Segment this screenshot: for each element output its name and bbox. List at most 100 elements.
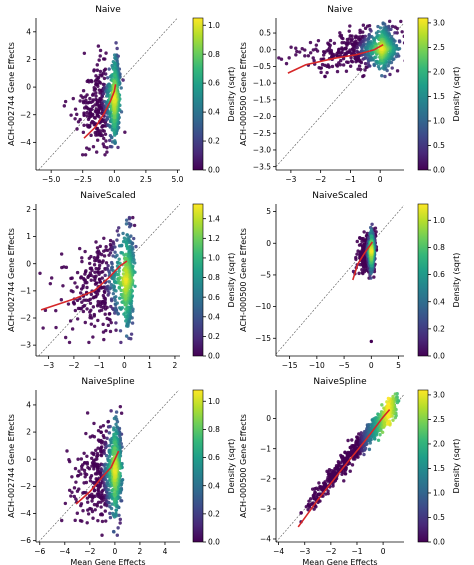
scatter-point	[113, 446, 117, 450]
scatter-point	[366, 61, 370, 65]
scatter-point	[330, 468, 334, 473]
colorbar-tick-label: 0.6	[208, 79, 220, 88]
scatter-point	[79, 472, 83, 476]
colorbar-tick-label: 1.4	[208, 214, 220, 223]
scatter-point	[118, 261, 122, 266]
scatter-point	[97, 259, 102, 263]
scatter-point	[114, 508, 118, 512]
scatter-point	[69, 113, 73, 117]
scatter-point	[316, 38, 321, 43]
scatter-point	[98, 244, 102, 249]
scatter-point	[317, 481, 321, 485]
scatter-point	[127, 224, 132, 229]
y-tick-label: −6	[20, 536, 31, 545]
scatter-point	[370, 222, 374, 226]
scatter-point	[339, 51, 343, 55]
scatter-point	[107, 501, 111, 505]
scatter-point	[386, 421, 390, 425]
scatter-point	[93, 463, 97, 468]
scatter-point	[303, 54, 307, 58]
scatter-point	[356, 435, 360, 440]
colorbar-tick-label: 0.2	[208, 332, 220, 341]
scatter-point	[358, 452, 362, 456]
y-axis-label: ACH-000500 Gene Effects	[239, 414, 248, 518]
scatter-point	[79, 94, 83, 98]
scatter-point	[327, 46, 332, 50]
scatter-point	[70, 490, 74, 495]
scatter-point	[386, 414, 390, 419]
scatter-point	[63, 501, 68, 506]
scatter-point	[110, 247, 115, 252]
scatter-point	[123, 130, 127, 134]
scatter-point	[97, 263, 102, 268]
scatter-point	[102, 236, 106, 240]
colorbar: 0.0 0.2 0.4 0.6 0.8 1.0 1.2 1.4 Density (sqrt)	[192, 203, 236, 361]
scatter-point	[355, 45, 359, 50]
identity-line	[38, 204, 180, 356]
scatter-point	[109, 297, 114, 301]
scatter-point	[132, 223, 137, 228]
scatter-point	[94, 281, 99, 285]
scatter-point	[133, 284, 137, 289]
scatter-point	[92, 467, 96, 471]
x-tick-label: 0.0	[108, 175, 120, 184]
scatter-point	[78, 306, 82, 311]
scatter-point	[76, 457, 80, 461]
scatter-point	[121, 78, 125, 82]
scatter-point	[86, 512, 91, 516]
scatter-point	[127, 221, 131, 226]
colorbar-tick-label: 0.2	[208, 137, 220, 146]
scatter-point	[346, 452, 351, 457]
scatter-point	[119, 340, 123, 345]
scatter-point	[103, 67, 108, 71]
scatter-point	[113, 250, 117, 254]
scatter-point	[101, 142, 105, 146]
scatter-point	[344, 69, 349, 73]
scatter-point	[397, 40, 402, 44]
scatter-point	[93, 295, 98, 299]
scatter-point	[80, 467, 84, 471]
scatter-point	[308, 51, 313, 55]
scatter-point	[106, 284, 110, 289]
colorbar-label: Density (sqrt)	[227, 67, 236, 122]
scatter-point	[363, 68, 367, 72]
scatter-point	[83, 278, 87, 282]
scatter-point	[119, 479, 124, 483]
scatter-point	[100, 519, 105, 524]
scatter-point	[380, 430, 385, 435]
scatter-point	[103, 132, 108, 136]
scatter-point	[102, 290, 107, 295]
scatter-point	[348, 450, 353, 454]
scatter-point	[308, 40, 313, 45]
scatter-point	[96, 75, 101, 80]
scatter-point	[101, 423, 106, 428]
scatter-point	[66, 302, 71, 306]
scatter-point	[95, 465, 100, 470]
scatter-point	[380, 74, 384, 78]
scatter-point	[78, 99, 82, 103]
y-tick-label: 1	[26, 232, 31, 241]
colorbar: 0.0 0.5 1.0 1.5 2.0 2.5 3.0 Density (sqrt)	[417, 17, 461, 175]
colorbar: 0.0 0.2 0.4 0.6 0.8 1.0 Density (sqrt)	[192, 389, 236, 547]
scatter-point	[71, 300, 76, 305]
scatter-point	[103, 153, 107, 157]
identity-line	[276, 22, 404, 167]
scatter-point	[82, 123, 86, 128]
scatter-point	[110, 262, 114, 266]
scatter-point	[113, 432, 117, 436]
y-tick-label: −4	[260, 535, 271, 544]
y-tick-label: 0	[26, 83, 31, 92]
scatter-point	[284, 61, 289, 66]
scatter-point	[374, 230, 378, 234]
scatter-point	[92, 263, 97, 267]
scatter-point	[96, 302, 100, 307]
scatter-point	[106, 323, 111, 328]
scatter-point	[100, 94, 105, 98]
scatter-point	[62, 104, 67, 108]
scatter-point	[358, 236, 362, 240]
colorbar-tick-label: 3.0	[433, 391, 445, 400]
scatter-point	[382, 26, 386, 30]
scatter-point	[99, 438, 103, 443]
scatter-point	[108, 424, 112, 429]
scatter-point	[92, 68, 96, 72]
